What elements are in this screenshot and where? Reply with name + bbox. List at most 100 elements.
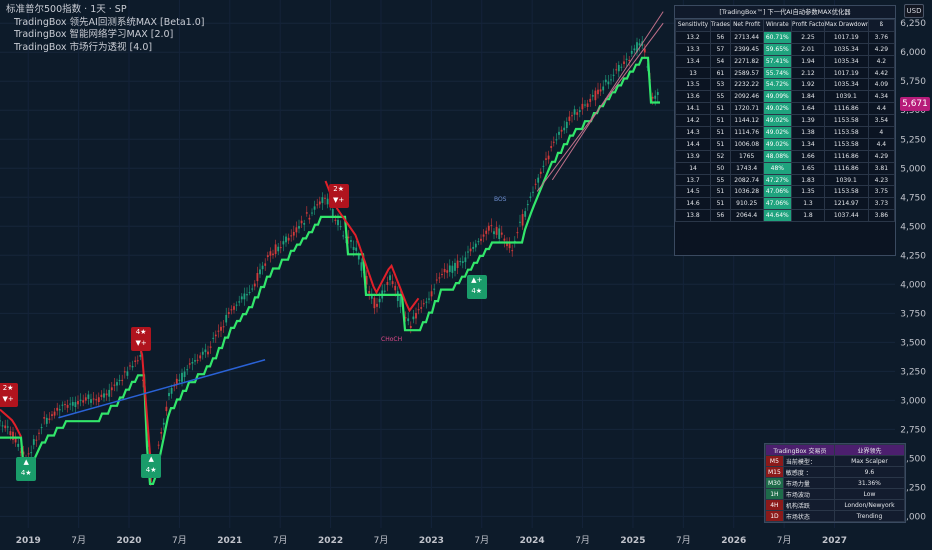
signal-arrow: ▼+ <box>333 196 345 205</box>
candle-body <box>56 407 59 411</box>
candle-body <box>394 285 397 291</box>
candle-body <box>339 226 342 228</box>
candle-body <box>396 291 399 301</box>
optimizer-cell: 1039.1 <box>823 173 869 187</box>
downtrend-line <box>0 408 22 438</box>
candle-body <box>251 288 254 290</box>
timeframe-cell: 1D <box>765 510 784 522</box>
x-tick-label: 2019 <box>16 536 41 546</box>
candle-body <box>350 240 352 242</box>
candle-body <box>565 121 568 129</box>
candle-body <box>581 103 584 110</box>
candle-body <box>100 394 103 397</box>
candle-body <box>482 234 485 237</box>
candle-body <box>615 69 618 71</box>
optimizer-cell: 49.02% <box>762 114 793 128</box>
candle-body <box>233 306 235 310</box>
candle-body <box>461 261 464 263</box>
optimizer-cell: 1.84 <box>791 90 825 104</box>
trend-line <box>0 56 660 485</box>
x-tick-label: 2026 <box>721 536 746 546</box>
optimizer-row: 13.9 52 1765 48.08% 1.66 1116.86 4.29 <box>674 149 896 163</box>
candle-body <box>467 251 469 253</box>
candle-body <box>227 312 230 315</box>
x-tick-label: 2022 <box>318 536 343 546</box>
candle-body <box>519 221 521 223</box>
candle-body <box>118 379 121 381</box>
candle-body <box>222 326 225 328</box>
optimizer-cell: 13.9 <box>674 149 712 163</box>
optimizer-cell: 13.8 <box>674 209 712 223</box>
optimizer-cell: 47.06% <box>762 185 793 199</box>
candle-body <box>628 59 631 61</box>
candle-body <box>248 292 251 294</box>
candle-body <box>651 96 654 99</box>
optimizer-cell: 1114.76 <box>729 126 764 139</box>
timeframe-cell: M30 <box>765 477 784 489</box>
candle-body <box>181 372 183 382</box>
candle-body <box>623 61 625 65</box>
indicator-3[interactable]: TradingBox 市场行为透视 [4.0] <box>14 41 153 53</box>
info-label: 敏感度 ： <box>782 466 835 478</box>
info-header-left: TradingBox 交易员 <box>765 444 835 456</box>
timeframe-cell: 1H <box>765 488 784 500</box>
candle-body <box>342 235 345 237</box>
buy-signal-badge: ▲ 4★ <box>141 454 162 479</box>
candle-body <box>17 443 20 447</box>
currency-button[interactable]: USD <box>904 4 924 18</box>
candle-body <box>51 414 53 416</box>
candle-body <box>435 279 438 281</box>
candle-body <box>90 399 92 403</box>
optimizer-cell: 1035.34 <box>823 78 869 92</box>
candle-body <box>274 244 277 255</box>
candle-body <box>656 92 659 95</box>
downtrend-line <box>324 180 420 313</box>
optimizer-cell: 14 <box>674 161 712 175</box>
optimizer-cell: 1214.97 <box>823 197 869 211</box>
symbol-title[interactable]: 标准普尔500指数 · 1天 · SP <box>6 4 127 15</box>
x-tick-label: 7月 <box>575 535 590 546</box>
optimizer-cell: 3.75 <box>867 185 896 199</box>
candle-body <box>370 295 373 299</box>
optimizer-cell: 1153.58 <box>823 137 869 151</box>
optimizer-cell: 54.72% <box>762 78 793 92</box>
candle-body <box>498 228 501 240</box>
x-tick-label: 7月 <box>676 535 691 546</box>
signal-stars: 4★ <box>135 327 147 336</box>
optimizer-header: Winrate <box>762 19 793 32</box>
optimizer-cell: 2.01 <box>791 42 825 56</box>
candle-body <box>524 211 527 217</box>
optimizer-cell: 14.5 <box>674 185 712 199</box>
optimizer-cell: 13 <box>674 66 712 80</box>
x-tick-label: 2020 <box>116 536 141 546</box>
candle-body <box>464 257 467 263</box>
x-tick-label: 7月 <box>777 535 792 546</box>
indicator-1[interactable]: TradingBox 领先AI回测系统MAX [Beta1.0] <box>14 16 205 28</box>
candle-body <box>604 79 607 83</box>
candle-body <box>285 236 287 243</box>
candle-body <box>246 294 248 296</box>
candle-body <box>136 360 139 362</box>
candle-body <box>589 98 592 102</box>
candle-body <box>542 165 545 167</box>
y-tick-label: 4,500 <box>900 222 926 232</box>
candle-body <box>82 400 85 403</box>
optimizer-row: 13.3 57 2399.45 59.65% 2.01 1035.34 4.29 <box>674 42 896 56</box>
optimizer-cell: 55 <box>710 90 731 104</box>
candle-body <box>87 394 90 399</box>
optimizer-cell: 61 <box>710 66 731 80</box>
candle-body <box>355 247 358 251</box>
candle-body <box>558 131 560 135</box>
signal-stars: 2★ <box>2 383 14 392</box>
optimizer-cell: 4.34 <box>867 90 896 104</box>
candle-body <box>646 66 649 68</box>
y-tick-label: 3,750 <box>900 309 926 319</box>
sell-signal-badge: 4★ ▼+ <box>131 326 152 351</box>
optimizer-cell: 1.3 <box>791 197 825 211</box>
candle-body <box>532 191 534 193</box>
optimizer-cell: 2092.46 <box>729 90 764 104</box>
candle-body <box>555 139 558 141</box>
optimizer-cell: 57 <box>710 42 731 56</box>
info-row: M15 敏感度 ： 9.6 <box>765 466 906 478</box>
indicator-2[interactable]: TradingBox 智能网络学习MAX [2.0] <box>14 29 174 40</box>
